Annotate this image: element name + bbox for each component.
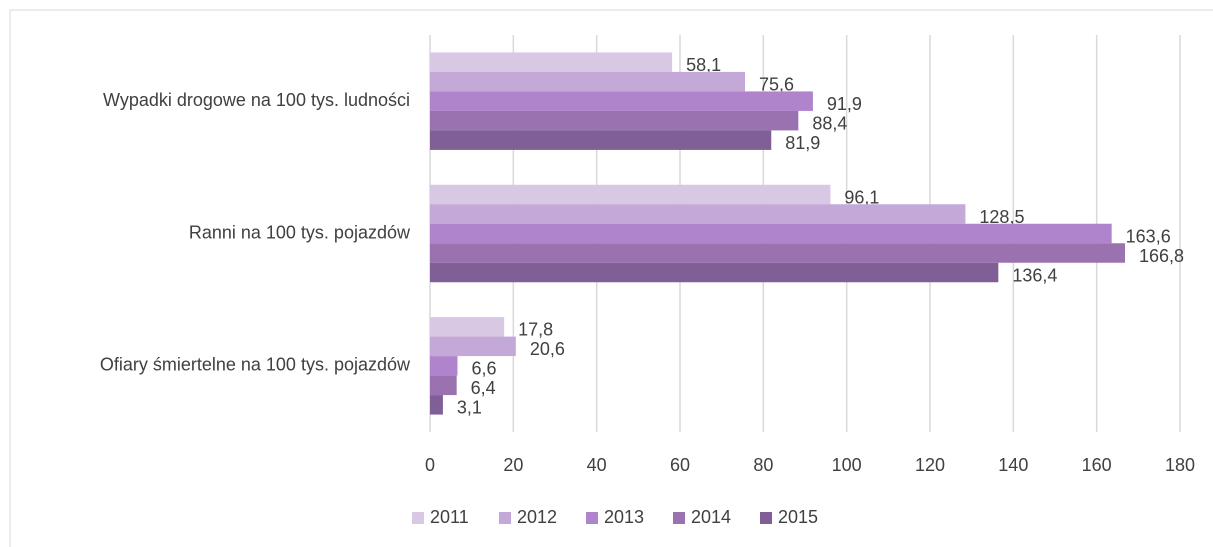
data-label: 166,8 [1139,246,1184,266]
data-label: 163,6 [1126,226,1171,246]
legend-swatch [673,512,685,524]
data-label: 20,6 [530,339,565,359]
x-tick-label: 0 [425,455,435,475]
legend-label: 2011 [430,507,469,527]
bar [430,223,1112,244]
x-tick-label: 80 [753,455,773,475]
data-label: 75,6 [759,74,794,94]
bar [430,91,813,111]
x-tick-label: 120 [915,455,945,475]
legend-swatch [586,512,598,524]
legend-swatch [412,512,424,524]
category-label: Wypadki drogowe na 100 tys. ludności [103,90,410,110]
data-label: 58,1 [686,55,721,75]
legend-swatch [499,512,511,524]
x-tick-label: 20 [503,455,523,475]
legend-swatch [760,512,772,524]
x-tick-label: 180 [1165,455,1195,475]
x-tick-label: 140 [998,455,1028,475]
data-label: 128,5 [979,207,1024,227]
bar [430,395,443,415]
bar [430,262,999,283]
x-tick-label: 160 [1082,455,1112,475]
bar [430,336,516,357]
data-label: 91,9 [827,94,862,114]
legend-label: 2012 [517,507,557,527]
data-label: 17,8 [518,320,553,340]
bar [430,110,799,131]
x-tick-label: 40 [587,455,607,475]
bar [430,317,505,337]
data-label: 6,4 [471,378,496,398]
bar [430,71,745,92]
data-label: 88,4 [812,113,847,133]
bar [430,204,966,224]
legend-label: 2014 [691,507,731,527]
x-tick-label: 60 [670,455,690,475]
chart-border [9,9,1213,547]
data-label: 3,1 [457,398,482,418]
legend-label: 2015 [778,507,818,527]
legend-label: 2013 [604,507,644,527]
category-label: Ofiary śmiertelne na 100 tys. pojazdów [100,355,411,375]
category-label: Ranni na 100 tys. pojazdów [189,222,411,242]
bar [430,375,457,396]
bar [430,184,831,205]
x-tick-label: 100 [832,455,862,475]
bar [430,243,1125,263]
data-label: 136,4 [1012,265,1057,285]
data-label: 96,1 [844,187,879,207]
data-label: 81,9 [785,133,820,153]
data-label: 6,6 [472,359,497,379]
bar [430,52,673,72]
bar [430,356,458,376]
bar [430,130,772,150]
